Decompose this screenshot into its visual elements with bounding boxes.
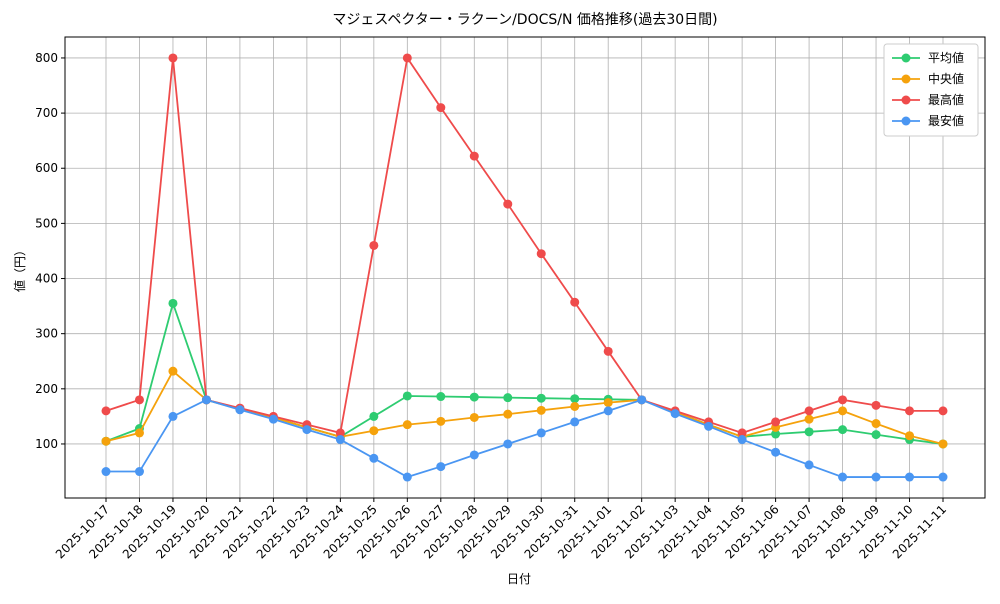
data-point <box>804 460 814 470</box>
data-point <box>469 412 479 422</box>
data-point <box>436 103 446 113</box>
y-tick-label: 800 <box>35 51 58 65</box>
data-point <box>503 199 513 209</box>
series-line <box>105 55 943 435</box>
data-point <box>302 425 312 435</box>
data-point <box>369 426 379 436</box>
legend-marker <box>901 116 911 126</box>
data-point <box>101 467 111 477</box>
data-point <box>536 393 546 403</box>
data-point <box>603 398 613 408</box>
y-tick-label: 300 <box>35 327 58 341</box>
data-point <box>335 428 345 438</box>
data-point <box>603 346 613 356</box>
data-point <box>168 411 178 421</box>
data-point <box>503 439 513 449</box>
data-point <box>168 298 178 308</box>
data-point <box>905 406 915 416</box>
y-tick-label: 600 <box>35 161 58 175</box>
data-point <box>402 53 412 63</box>
legend-marker <box>901 74 911 84</box>
data-point <box>771 429 781 439</box>
data-point <box>369 240 379 250</box>
data-point <box>804 406 814 416</box>
data-point <box>201 395 211 405</box>
data-point <box>134 428 144 438</box>
data-point <box>503 409 513 419</box>
data-point <box>402 420 412 430</box>
y-tick-label: 200 <box>35 382 58 396</box>
data-point <box>436 416 446 426</box>
data-point <box>771 447 781 457</box>
legend-label: 最高値 <box>928 92 964 107</box>
y-tick-label: 500 <box>35 216 58 230</box>
data-point <box>603 406 613 416</box>
data-point <box>871 400 881 410</box>
data-point <box>570 394 580 404</box>
y-axis-label: 値（円） <box>12 244 27 292</box>
legend-marker <box>901 53 911 63</box>
data-point <box>570 297 580 307</box>
data-point <box>871 472 881 482</box>
data-point <box>369 453 379 463</box>
y-tick-label: 400 <box>35 272 58 286</box>
data-point <box>134 395 144 405</box>
data-point <box>938 439 948 449</box>
data-point <box>905 431 915 441</box>
data-point <box>737 428 747 438</box>
data-point <box>938 472 948 482</box>
data-point <box>402 472 412 482</box>
data-point <box>905 472 915 482</box>
legend-marker <box>901 95 911 105</box>
data-point <box>335 435 345 445</box>
data-point <box>469 151 479 161</box>
data-point <box>570 417 580 427</box>
data-point <box>168 53 178 63</box>
data-point <box>838 425 848 435</box>
series-line <box>106 398 943 479</box>
data-point <box>871 419 881 429</box>
data-point <box>503 393 513 403</box>
data-point <box>235 405 245 415</box>
chart-title: マジェスペクター・ラクーン/DOCS/N 価格推移(過去30日間) <box>332 12 717 28</box>
data-point <box>704 421 714 431</box>
data-point <box>637 395 647 405</box>
legend-label: 中央値 <box>928 71 964 86</box>
data-point <box>268 414 278 424</box>
data-point <box>771 417 781 427</box>
data-point <box>101 436 111 446</box>
y-tick-label: 700 <box>35 106 58 120</box>
data-point <box>469 392 479 402</box>
legend-box <box>883 43 979 137</box>
data-point <box>838 406 848 416</box>
data-point <box>402 391 412 401</box>
data-point <box>536 249 546 259</box>
data-point <box>871 430 881 440</box>
data-point <box>101 406 111 416</box>
data-point <box>737 435 747 445</box>
data-point <box>670 409 680 419</box>
legend-label: 平均値 <box>928 50 964 65</box>
data-point <box>838 395 848 405</box>
data-point <box>804 414 814 424</box>
data-point <box>134 467 144 477</box>
data-point <box>168 366 178 376</box>
data-point <box>804 427 814 437</box>
data-point <box>938 406 948 416</box>
data-point <box>436 462 446 472</box>
plot-frame <box>64 36 986 499</box>
legend-label: 最安値 <box>928 113 964 128</box>
y-tick-label: 100 <box>35 437 58 451</box>
data-point <box>570 401 580 411</box>
data-point <box>536 405 546 415</box>
data-point <box>369 411 379 421</box>
data-point <box>536 428 546 438</box>
data-point <box>838 472 848 482</box>
data-point <box>469 450 479 460</box>
data-point <box>436 392 446 402</box>
x-axis-label: 日付 <box>507 572 531 586</box>
